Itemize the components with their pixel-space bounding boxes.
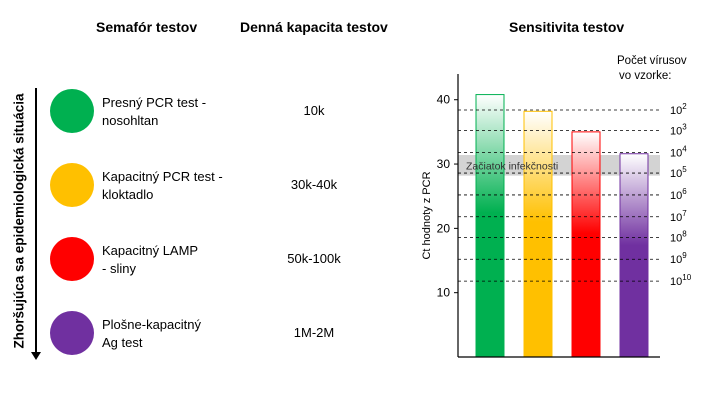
y-tick-label-2: 30 [437, 157, 451, 171]
level-label-0: 102 [670, 102, 687, 117]
bar-0 [475, 94, 505, 358]
band-label: Začiatok infekčnosti [466, 160, 558, 172]
bar-1 [523, 110, 553, 358]
level-label-4: 106 [670, 187, 687, 202]
infectivity-band [458, 155, 660, 176]
capacity-kapacitny-pcr: 30k-40k [290, 177, 338, 192]
test-name-lamp: Kapacitný LAMP - sliny [102, 243, 199, 276]
semafor-purple-circle [50, 311, 94, 355]
test-name-ag: Plošne-kapacitný Ag test [102, 317, 201, 350]
level-label-6: 108 [670, 229, 687, 244]
level-label-5: 107 [670, 209, 687, 224]
y-tick-label-3: 40 [437, 93, 451, 107]
semafor-yellow-circle [50, 163, 94, 207]
header-semafor: Semafór testov [96, 19, 198, 35]
test-name-pcr: Presný PCR test - nosohltan [102, 95, 207, 128]
y-tick-label-0: 10 [437, 286, 451, 300]
level-label-8: 1010 [670, 273, 692, 288]
capacity-pcr: 10k [303, 103, 325, 118]
down-arrow-icon [31, 88, 41, 360]
semafor-green-circle [50, 89, 94, 133]
level-label-7: 109 [670, 251, 687, 266]
semafor-red-circle [50, 237, 94, 281]
header-sensitivita: Sensitivita testov [509, 19, 625, 35]
test-name-kapacitny-pcr: Kapacitný PCR test - kloktadlo [102, 169, 223, 202]
y-axis-label: Ct hodnoty z PCR [421, 171, 433, 259]
header-kapacita: Denná kapacita testov [240, 19, 388, 35]
right-axis-title: Počet vírusov vo vzorke: [617, 55, 687, 82]
capacity-lamp: 50k-100k [287, 251, 341, 266]
bar-3 [619, 153, 649, 358]
level-label-1: 103 [670, 123, 687, 138]
level-label-3: 105 [670, 165, 687, 180]
y-tick-label-1: 20 [437, 221, 451, 235]
capacity-ag: 1M-2M [293, 325, 335, 340]
bar-2 [571, 131, 601, 358]
level-label-2: 104 [670, 144, 687, 159]
